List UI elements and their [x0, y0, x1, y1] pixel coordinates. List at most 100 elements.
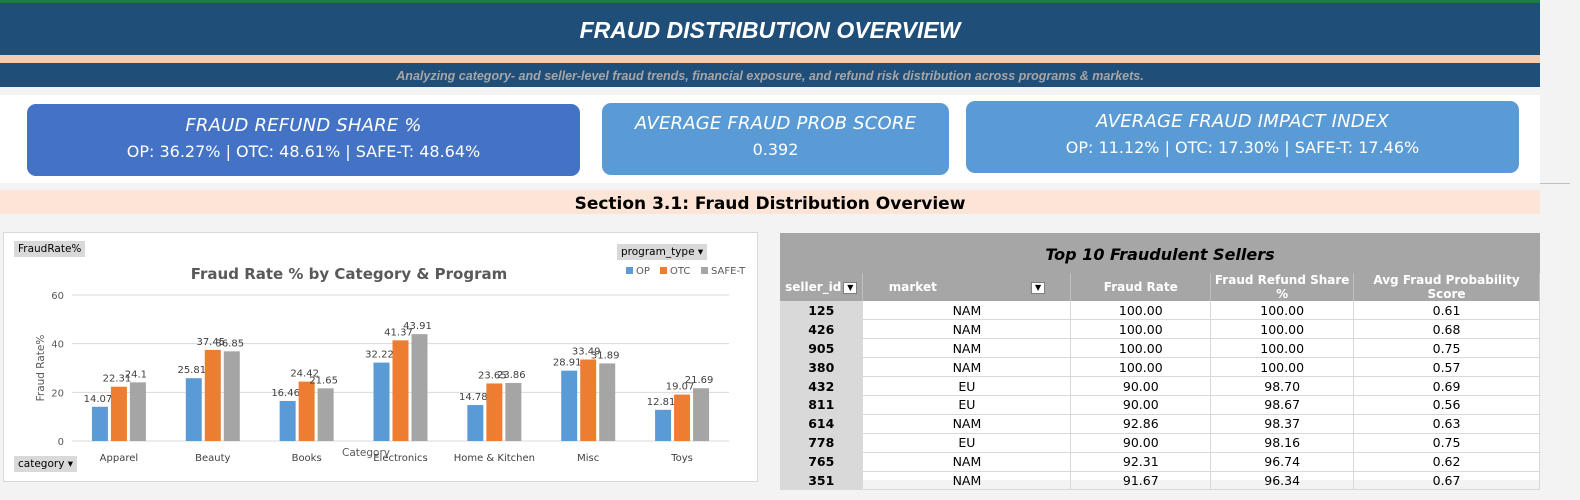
- avg-prob-cell: 0.69: [1353, 376, 1540, 396]
- data-label: 22.31: [103, 374, 132, 385]
- avg-prob-cell: 0.62: [1353, 452, 1540, 472]
- kpi-card-avg-fraud-impact[interactable]: AVERAGE FRAUD IMPACT INDEX OP: 11.12% | …: [966, 101, 1519, 173]
- bar-op: [373, 362, 390, 441]
- avg-prob-cell: 0.75: [1353, 433, 1540, 453]
- fraud-rate-cell: 90.00: [1070, 376, 1212, 396]
- column-header-fraud-rate[interactable]: Fraud Rate: [1070, 273, 1212, 301]
- data-label: 16.46: [271, 388, 300, 399]
- market-cell: EU: [862, 395, 1072, 415]
- column-header-avg-prob[interactable]: Avg Fraud Probability Score: [1353, 273, 1540, 301]
- x-tick-label: Books: [292, 453, 322, 464]
- bar-otc: [204, 349, 221, 441]
- bar-otc: [392, 340, 409, 441]
- subheader-bar: Analyzing category- and seller-level fra…: [0, 63, 1540, 87]
- refund-share-cell: 98.37: [1210, 414, 1355, 434]
- divider: [1540, 183, 1570, 184]
- section-bar: [0, 190, 1540, 214]
- table-row[interactable]: 125 NAM 100.00 100.00 0.61: [780, 301, 1540, 321]
- avg-prob-cell: 0.63: [1353, 414, 1540, 434]
- bar-safe-t: [223, 351, 240, 441]
- legend-field-button[interactable]: program_type ▾: [617, 244, 708, 260]
- market-cell: NAM: [862, 301, 1072, 321]
- bar-chart-svg: Fraud Rate % by Category & Program 0 20 40 6…: [35, 265, 746, 464]
- refund-share-cell: 98.67: [1210, 395, 1355, 415]
- bar-otc: [298, 381, 315, 441]
- seller-id-cell: 778: [780, 433, 864, 453]
- refund-share-cell: 100.00: [1210, 319, 1355, 340]
- data-label: 12.81: [647, 397, 676, 408]
- column-header-market[interactable]: market ▼: [862, 273, 1072, 301]
- refund-share-cell: 100.00: [1210, 338, 1355, 359]
- table-row[interactable]: 380 NAM 100.00 100.00 0.57: [780, 357, 1540, 378]
- filter-dropdown-icon[interactable]: ▼: [843, 281, 858, 294]
- fraud-rate-cell: 100.00: [1070, 319, 1212, 340]
- x-tick-label: Beauty: [195, 453, 230, 464]
- data-label: 28.91: [553, 358, 582, 369]
- x-tick-label: Misc: [577, 453, 599, 464]
- data-label: 14.78: [459, 392, 488, 403]
- x-tick-label: Apparel: [100, 453, 139, 464]
- data-label: 14.07: [84, 394, 113, 405]
- accent-stripe: [0, 55, 1540, 63]
- bar-op: [467, 405, 484, 441]
- avg-prob-cell: 0.56: [1353, 395, 1540, 415]
- header-bar: FRAUD DISTRIBUTION OVERVIEW: [0, 0, 1540, 55]
- data-label: 43.91: [403, 321, 432, 332]
- bar-op: [185, 378, 202, 441]
- kpi-card-fraud-refund-share[interactable]: FRAUD REFUND SHARE % OP: 36.27% | OTC: 4…: [27, 104, 580, 176]
- bar-otc: [110, 386, 127, 441]
- y-tick-label: 20: [51, 388, 64, 399]
- column-header-refund-share[interactable]: Fraud Refund Share %: [1210, 273, 1355, 301]
- fraud-rate-cell: 100.00: [1070, 301, 1212, 321]
- data-label: 21.65: [309, 375, 338, 386]
- data-label: 23.86: [497, 370, 526, 381]
- market-cell: NAM: [862, 452, 1072, 472]
- data-label: 36.85: [215, 338, 244, 349]
- seller-id-cell: 811: [780, 395, 864, 415]
- kpi-title: FRAUD REFUND SHARE %: [185, 115, 422, 136]
- value-field-button[interactable]: FraudRate%: [14, 241, 86, 257]
- data-label: 33.49: [572, 347, 601, 358]
- axis-field-label: category: [18, 458, 65, 470]
- table-row[interactable]: 426 NAM 100.00 100.00 0.68: [780, 319, 1540, 340]
- bar-safe-t: [505, 382, 522, 441]
- x-tick-label: Toys: [670, 453, 693, 464]
- bar-op: [655, 409, 672, 441]
- market-cell: NAM: [862, 414, 1072, 434]
- kpi-card-avg-fraud-prob[interactable]: AVERAGE FRAUD PROB SCORE 0.392: [602, 103, 949, 175]
- bar-safe-t: [411, 334, 428, 441]
- section-title: Section 3.1: Fraud Distribution Overview: [574, 194, 966, 214]
- bar-safe-t: [317, 388, 334, 441]
- legend-swatch: [701, 267, 708, 274]
- table-row[interactable]: 432 EU 90.00 98.70 0.69: [780, 376, 1540, 396]
- legend-field-label: program_type: [621, 246, 695, 258]
- table-row[interactable]: 778 EU 90.00 98.16 0.75: [780, 433, 1540, 453]
- kpi-title: AVERAGE FRAUD IMPACT INDEX: [1096, 111, 1389, 132]
- fraud-rate-cell: 92.31: [1070, 452, 1212, 472]
- seller-id-cell: 905: [780, 338, 864, 359]
- data-label: 41.37: [384, 327, 413, 338]
- dashboard-title: FRAUD DISTRIBUTION OVERVIEW: [579, 17, 961, 43]
- table-row[interactable]: 351 NAM 91.67 96.34 0.67: [780, 471, 1540, 491]
- market-cell: NAM: [862, 338, 1072, 359]
- seller-id-cell: 380: [780, 357, 864, 378]
- axis-field-button[interactable]: category ▾: [14, 456, 78, 472]
- market-cell: NAM: [862, 319, 1072, 340]
- filter-dropdown-icon[interactable]: ▼: [1031, 281, 1046, 294]
- fraud-rate-cell: 91.67: [1070, 471, 1212, 491]
- column-header-seller-id[interactable]: seller_id ▼: [780, 273, 864, 301]
- column-header-label: market: [888, 280, 937, 294]
- table-row[interactable]: 614 NAM 92.86 98.37 0.63: [780, 414, 1540, 434]
- top-sellers-panel: Top 10 Fraudulent Sellers seller_id ▼ mar…: [780, 233, 1540, 491]
- bar-op: [91, 406, 108, 441]
- table-row[interactable]: 811 EU 90.00 98.67 0.56: [780, 395, 1540, 415]
- fraud-rate-cell: 92.86: [1070, 414, 1212, 434]
- table-row[interactable]: 905 NAM 100.00 100.00 0.75: [780, 338, 1540, 359]
- refund-share-cell: 100.00: [1210, 301, 1355, 321]
- bar-safe-t: [599, 363, 616, 441]
- avg-prob-cell: 0.75: [1353, 338, 1540, 359]
- avg-prob-cell: 0.68: [1353, 319, 1540, 340]
- pivot-chart[interactable]: Fraud Rate % by Category & Program 0 20 40 6…: [3, 232, 758, 482]
- table-row[interactable]: 765 NAM 92.31 96.74 0.62: [780, 452, 1540, 472]
- bar-safe-t: [693, 388, 710, 441]
